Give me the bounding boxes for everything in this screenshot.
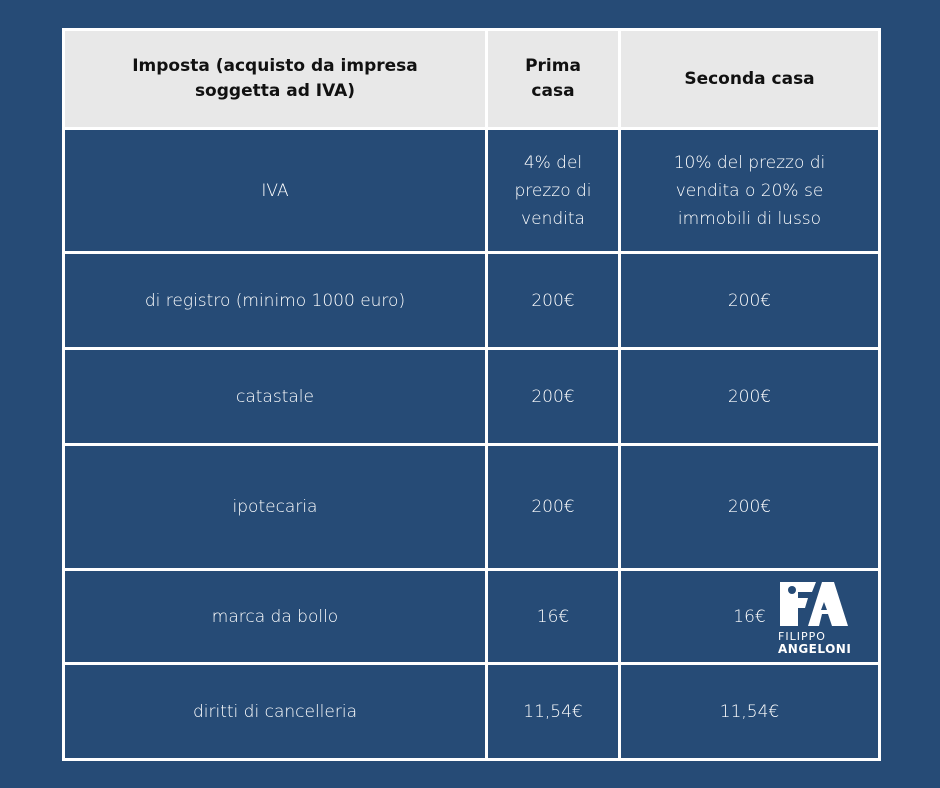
cell-tax: diritti di cancelleria bbox=[62, 662, 488, 761]
cell-first-home: 4% del prezzo di vendita bbox=[485, 127, 621, 254]
cell-second-home: 11,54€ bbox=[618, 662, 881, 761]
header-row: Imposta (acquisto da impresa soggetta ad… bbox=[62, 28, 881, 130]
table-row: marca da bollo 16€ 16€ bbox=[62, 568, 881, 665]
table-row: diritti di cancelleria 11,54€ 11,54€ bbox=[62, 662, 881, 761]
filippo-angeloni-logo: FILIPPO ANGELONI bbox=[778, 578, 852, 658]
header-second-home: Seconda casa bbox=[618, 28, 881, 130]
cell-second-home: 10% del prezzo di vendita o 20% se immob… bbox=[618, 127, 881, 254]
fa-monogram-icon bbox=[780, 582, 848, 626]
header-first-home: Prima casa bbox=[485, 28, 621, 130]
cell-first-home: 200€ bbox=[485, 251, 621, 350]
cell-tax: IVA bbox=[62, 127, 488, 254]
cell-tax: catastale bbox=[62, 347, 488, 446]
cell-first-home: 200€ bbox=[485, 443, 621, 571]
logo-first-name: FILIPPO bbox=[778, 630, 826, 643]
table-row: IVA 4% del prezzo di vendita 10% del pre… bbox=[62, 127, 881, 254]
logo-last-name: ANGELONI bbox=[778, 642, 852, 656]
cell-first-home: 11,54€ bbox=[485, 662, 621, 761]
cell-second-home: 200€ bbox=[618, 443, 881, 571]
table-row: ipotecaria 200€ 200€ bbox=[62, 443, 881, 571]
tax-table: Imposta (acquisto da impresa soggetta ad… bbox=[62, 28, 881, 761]
cell-first-home: 200€ bbox=[485, 347, 621, 446]
cell-first-home: 16€ bbox=[485, 568, 621, 665]
header-tax: Imposta (acquisto da impresa soggetta ad… bbox=[62, 28, 488, 130]
cell-second-home: 200€ bbox=[618, 347, 881, 446]
cell-tax: ipotecaria bbox=[62, 443, 488, 571]
table-row: catastale 200€ 200€ bbox=[62, 347, 881, 446]
cell-tax: di registro (minimo 1000 euro) bbox=[62, 251, 488, 350]
cell-second-home: 200€ bbox=[618, 251, 881, 350]
table-row: di registro (minimo 1000 euro) 200€ 200€ bbox=[62, 251, 881, 350]
cell-tax: marca da bollo bbox=[62, 568, 488, 665]
